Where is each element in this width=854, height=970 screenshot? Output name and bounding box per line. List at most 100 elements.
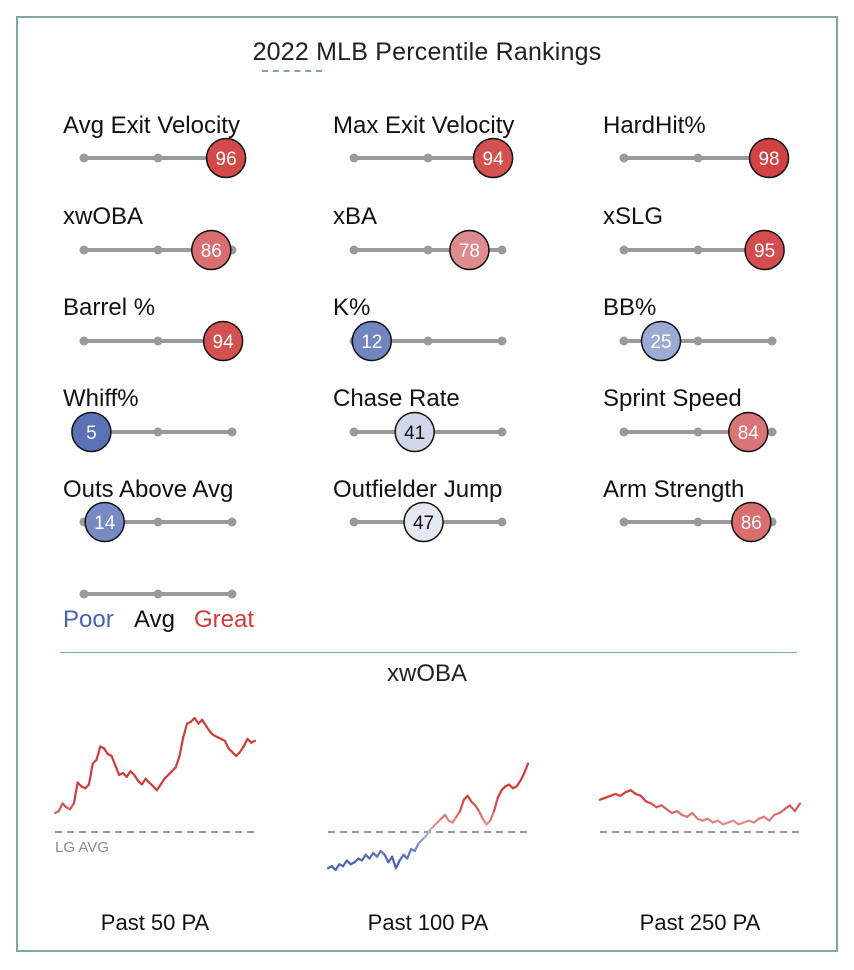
metric-label-arm-strength: Arm Strength bbox=[603, 476, 745, 503]
percentile-value-max-exit-velocity: 94 bbox=[483, 149, 505, 170]
spark-segment-1-4 bbox=[341, 859, 348, 868]
metric-xslg-tick-1 bbox=[693, 245, 703, 255]
metric-label-xba: xBA bbox=[333, 203, 378, 230]
spark-segment-1-11 bbox=[368, 851, 375, 860]
percentile-value-sprint-speed: 84 bbox=[738, 423, 760, 444]
spark-segment-0-33 bbox=[178, 735, 185, 758]
percentile-value-xba: 78 bbox=[459, 241, 480, 262]
metric-xwoba-tick-0 bbox=[79, 245, 89, 255]
spark-segment-0-40 bbox=[204, 724, 211, 733]
metric-label-whiff: Whiff% bbox=[63, 385, 139, 412]
metric-arm-strength-tick-0 bbox=[619, 517, 629, 527]
spark-segment-1-19 bbox=[398, 853, 405, 862]
spark-segment-1-23 bbox=[413, 842, 420, 853]
spark-segment-0-27 bbox=[155, 783, 162, 792]
metric-label-sprint-speed: Sprint Speed bbox=[603, 385, 742, 412]
percentile-bubble-max-exit-velocity bbox=[472, 137, 514, 179]
percentile-bubble-whiff bbox=[71, 411, 112, 453]
percentile-value-xslg: 95 bbox=[754, 241, 775, 262]
spark-segment-0-32 bbox=[174, 754, 181, 769]
title-dashed-underline bbox=[262, 70, 322, 72]
legend-great: Great bbox=[194, 606, 255, 633]
page-title-text: 2022 MLB Percentile Rankings bbox=[252, 38, 602, 66]
xwoba-section-title: xwOBA bbox=[386, 660, 467, 687]
spark-segment-1-2 bbox=[334, 863, 341, 872]
metric-sprint-speed-tick-0 bbox=[619, 427, 629, 437]
spark-segment-0-52 bbox=[250, 739, 257, 744]
metric-xba-tick-0 bbox=[349, 245, 359, 255]
metric-label-outfielder-jump: Outfielder Jump bbox=[333, 476, 503, 503]
legend-poor: Poor bbox=[63, 606, 114, 633]
percentile-value-avg-exit-velocity: 96 bbox=[216, 149, 237, 170]
spark-segment-1-33 bbox=[451, 815, 458, 824]
legend-tick-2 bbox=[227, 589, 237, 599]
metric-label-outs-above-avg: Outs Above Avg bbox=[63, 476, 234, 503]
section-divider bbox=[60, 652, 797, 653]
metric-xba-tick-1 bbox=[423, 245, 433, 255]
metric-avg-exit-velocity-tick-1 bbox=[153, 153, 163, 163]
spark-segment-1-39 bbox=[474, 804, 481, 813]
spark-segment-0-34 bbox=[182, 722, 189, 739]
metric-outfielder-jump-tick-2 bbox=[497, 517, 507, 527]
spark-segment-1-50 bbox=[515, 779, 522, 788]
metric-hardhit-tick-0 bbox=[619, 153, 629, 163]
spark-segment-0-39 bbox=[201, 718, 208, 727]
metric-label-hardhit: HardHit% bbox=[603, 112, 706, 139]
spark-segment-0-4 bbox=[68, 802, 75, 811]
metric-label-barrel: Barrel % bbox=[63, 294, 156, 321]
percentile-bubble-arm-strength bbox=[731, 501, 772, 543]
metric-xslg-tick-0 bbox=[619, 245, 629, 255]
metric-label-avg-exit-velocity: Avg Exit Velocity bbox=[63, 112, 240, 139]
spark-segment-2-37 bbox=[788, 804, 796, 813]
spark-segment-1-9 bbox=[360, 853, 367, 862]
metric-sprint-speed-tick-2 bbox=[767, 427, 777, 437]
metric-bb-tick-1 bbox=[693, 336, 703, 346]
spark-segment-1-26 bbox=[425, 828, 431, 837]
spark-segment-1-37 bbox=[466, 794, 473, 803]
metric-barrel-tick-1 bbox=[153, 336, 163, 346]
spark-segment-1-45 bbox=[496, 789, 503, 799]
spark-segment-1-15 bbox=[383, 853, 390, 864]
percentile-bubble-barrel bbox=[202, 320, 244, 362]
percentile-bubble-xwoba bbox=[191, 229, 232, 271]
spark-segment-1-51 bbox=[519, 771, 526, 782]
spark-segment-1-52 bbox=[523, 762, 530, 775]
spark-segment-0-16 bbox=[114, 764, 121, 777]
spark-segment-1-44 bbox=[492, 796, 499, 813]
spark-segment-1-40 bbox=[477, 809, 484, 820]
metric-chase-rate-tick-2 bbox=[497, 427, 507, 437]
legend-tick-0 bbox=[79, 589, 89, 599]
percentile-bubble-sprint-speed bbox=[728, 411, 769, 453]
percentile-value-outs-above-avg: 14 bbox=[94, 513, 116, 534]
percentile-value-whiff: 5 bbox=[86, 423, 97, 444]
percentile-value-bb: 25 bbox=[650, 332, 671, 353]
metric-label-k: K% bbox=[333, 294, 371, 321]
metric-xwoba-tick-1 bbox=[153, 245, 163, 255]
percentile-value-xwoba: 86 bbox=[201, 241, 222, 262]
percentile-bubble-k bbox=[351, 320, 393, 362]
percentile-bubble-chase-rate bbox=[394, 411, 435, 453]
metric-label-chase-rate: Chase Rate bbox=[333, 385, 460, 412]
percentile-bubble-xba bbox=[449, 229, 490, 271]
spark-segment-1-21 bbox=[406, 847, 413, 860]
lg-avg-label: LG AVG bbox=[55, 839, 109, 856]
spark-caption-100: Past 100 PA bbox=[367, 910, 489, 935]
spark-segment-1-18 bbox=[394, 859, 401, 870]
metric-bb-tick-2 bbox=[767, 336, 777, 346]
percentile-bubble-bb bbox=[640, 320, 682, 362]
spark-segment-2-38 bbox=[793, 802, 802, 813]
metric-bb-tick-0 bbox=[619, 336, 629, 346]
legend-avg: Avg bbox=[134, 606, 175, 633]
spark-segment-0-1 bbox=[57, 802, 64, 813]
spark-segment-1-13 bbox=[375, 849, 382, 858]
spark-segment-2-18 bbox=[691, 811, 699, 820]
metric-barrel-tick-0 bbox=[79, 336, 89, 346]
metric-whiff-tick-1 bbox=[153, 427, 163, 437]
spark-segment-0-13 bbox=[102, 747, 109, 756]
legend-tick-1 bbox=[153, 589, 163, 599]
percentile-bubble-outfielder-jump bbox=[403, 501, 444, 543]
metric-hardhit-tick-1 bbox=[693, 153, 703, 163]
spark-segment-2-33 bbox=[768, 813, 776, 822]
metric-label-xslg: xSLG bbox=[603, 203, 664, 230]
metric-outs-above-avg-tick-2 bbox=[227, 517, 237, 527]
